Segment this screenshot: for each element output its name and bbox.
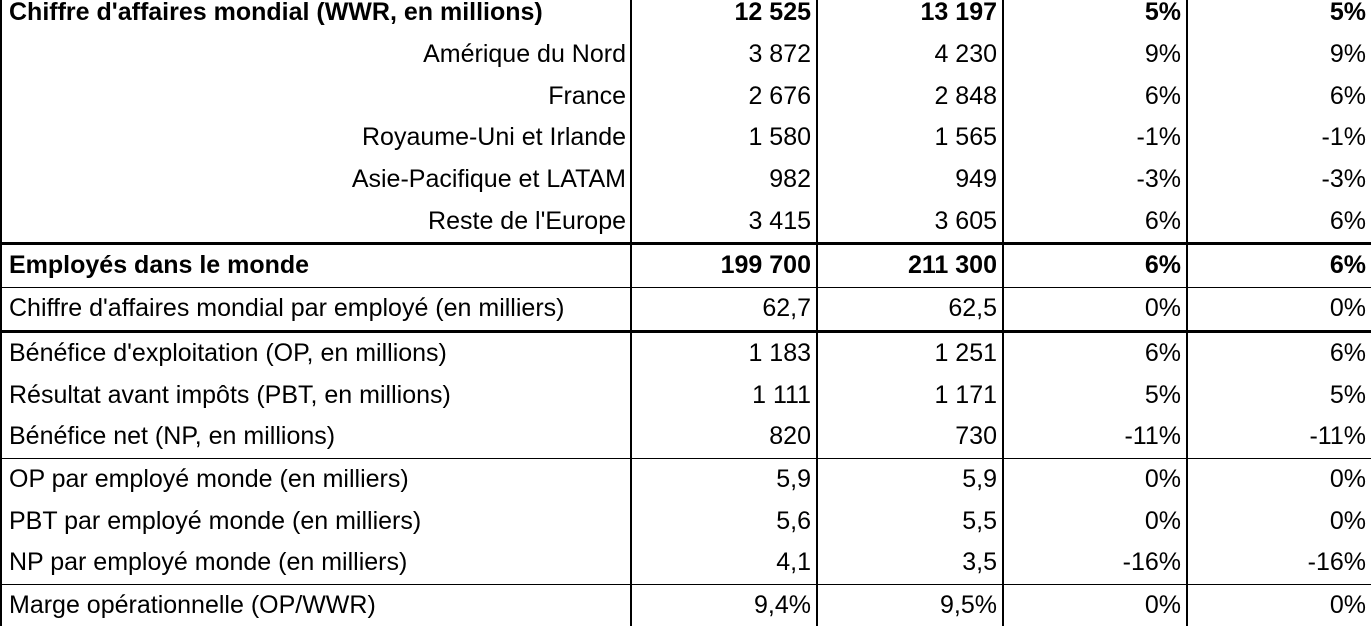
cell-col-4: 6% xyxy=(1187,242,1371,288)
table-row-operating-margin: Marge opérationnelle (OP/WWR) 9,4% 9,5% … xyxy=(0,583,1371,627)
cell-col-2: 5,9 xyxy=(817,457,1004,501)
cell-col-4: 9% xyxy=(1187,33,1371,76)
cell-col-4: 0% xyxy=(1187,583,1371,627)
cell-col-1: 1 111 xyxy=(631,374,818,416)
cell-col-1: 9,4% xyxy=(631,583,818,627)
cell-col-1: 1 580 xyxy=(631,117,818,159)
cell-col-2: 3 605 xyxy=(817,200,1004,244)
table-row-revenue-per-employee: Chiffre d'affaires mondial par employé (… xyxy=(0,286,1371,331)
cell-col-4: -3% xyxy=(1187,158,1371,201)
cell-col-4: -11% xyxy=(1187,415,1371,459)
row-label: NP par employé monde (en milliers) xyxy=(0,541,632,585)
row-label: Marge opérationnelle (OP/WWR) xyxy=(0,583,632,627)
cell-col-3: -3% xyxy=(1003,158,1188,201)
cell-col-3: 6% xyxy=(1003,242,1188,288)
cell-col-1: 5,6 xyxy=(631,500,818,542)
cell-col-1: 2 676 xyxy=(631,75,818,118)
table-row-profit-before-tax: Résultat avant impôts (PBT, en millions)… xyxy=(0,374,1371,416)
cell-col-2: 2 848 xyxy=(817,75,1004,118)
table-row-net-profit: Bénéfice net (NP, en millions) 820 730 -… xyxy=(0,415,1371,459)
cell-col-1: 982 xyxy=(631,158,818,201)
cell-col-1: 3 415 xyxy=(631,200,818,244)
row-label: Chiffre d'affaires mondial par employé (… xyxy=(0,286,632,331)
cell-col-1: 62,7 xyxy=(631,286,818,331)
cell-col-2: 62,5 xyxy=(817,286,1004,331)
row-label: OP par employé monde (en milliers) xyxy=(0,457,632,501)
row-label: PBT par employé monde (en milliers) xyxy=(0,500,632,542)
cell-col-4: -16% xyxy=(1187,541,1371,585)
cell-col-2: 730 xyxy=(817,415,1004,459)
row-label: France xyxy=(0,75,632,118)
cell-col-4: 6% xyxy=(1187,200,1371,244)
row-label: Asie-Pacifique et LATAM xyxy=(0,158,632,201)
cell-col-2: 3,5 xyxy=(817,541,1004,585)
table-row-np-per-employee: NP par employé monde (en milliers) 4,1 3… xyxy=(0,541,1371,585)
cell-col-3: 0% xyxy=(1003,457,1188,501)
table-row-employees: Employés dans le monde 199 700 211 300 6… xyxy=(0,242,1371,288)
table-row-uk-ireland: Royaume-Uni et Irlande 1 580 1 565 -1% -… xyxy=(0,117,1371,159)
cell-col-2: 949 xyxy=(817,158,1004,201)
row-label: Employés dans le monde xyxy=(0,242,632,288)
table-row-apac-latam: Asie-Pacifique et LATAM 982 949 -3% -3% xyxy=(0,158,1371,201)
row-label: Amérique du Nord xyxy=(0,33,632,76)
cell-col-2: 5,5 xyxy=(817,500,1004,542)
table-row-op-per-employee: OP par employé monde (en milliers) 5,9 5… xyxy=(0,457,1371,501)
table-row-operating-profit: Bénéfice d'exploitation (OP, en millions… xyxy=(0,329,1371,375)
table-row-worldwide-revenue: Chiffre d'affaires mondial (WWR, en mill… xyxy=(0,0,1371,34)
cell-col-4: 6% xyxy=(1187,75,1371,118)
cell-col-1: 1 183 xyxy=(631,329,818,375)
row-label: Bénéfice net (NP, en millions) xyxy=(0,415,632,459)
cell-col-4: 0% xyxy=(1187,286,1371,331)
cell-col-2: 13 197 xyxy=(817,0,1004,34)
table-row-pbt-per-employee: PBT par employé monde (en milliers) 5,6 … xyxy=(0,500,1371,542)
cell-col-3: 0% xyxy=(1003,286,1188,331)
cell-col-4: -1% xyxy=(1187,117,1371,159)
cell-col-1: 820 xyxy=(631,415,818,459)
cell-col-2: 1 565 xyxy=(817,117,1004,159)
cell-col-3: 0% xyxy=(1003,500,1188,542)
table-row-rest-of-europe: Reste de l'Europe 3 415 3 605 6% 6% xyxy=(0,200,1371,244)
cell-col-1: 3 872 xyxy=(631,33,818,76)
row-label: Royaume-Uni et Irlande xyxy=(0,117,632,159)
cell-col-1: 199 700 xyxy=(631,242,818,288)
table-row-france: France 2 676 2 848 6% 6% xyxy=(0,75,1371,118)
cell-col-4: 6% xyxy=(1187,329,1371,375)
table-row-north-america: Amérique du Nord 3 872 4 230 9% 9% xyxy=(0,33,1371,76)
cell-col-3: -1% xyxy=(1003,117,1188,159)
cell-col-2: 211 300 xyxy=(817,242,1004,288)
cell-col-2: 1 171 xyxy=(817,374,1004,416)
cell-col-4: 0% xyxy=(1187,500,1371,542)
cell-col-3: 6% xyxy=(1003,200,1188,244)
cell-col-4: 5% xyxy=(1187,374,1371,416)
cell-col-4: 0% xyxy=(1187,457,1371,501)
cell-col-4: 5% xyxy=(1187,0,1371,34)
row-label: Reste de l'Europe xyxy=(0,200,632,244)
cell-col-3: 6% xyxy=(1003,329,1188,375)
row-label: Bénéfice d'exploitation (OP, en millions… xyxy=(0,329,632,375)
cell-col-3: 5% xyxy=(1003,374,1188,416)
cell-col-1: 12 525 xyxy=(631,0,818,34)
row-label: Chiffre d'affaires mondial (WWR, en mill… xyxy=(0,0,632,34)
cell-col-2: 1 251 xyxy=(817,329,1004,375)
cell-col-3: 9% xyxy=(1003,33,1188,76)
row-label: Résultat avant impôts (PBT, en millions) xyxy=(0,374,632,416)
cell-col-2: 9,5% xyxy=(817,583,1004,627)
cell-col-3: 0% xyxy=(1003,583,1188,627)
cell-col-1: 5,9 xyxy=(631,457,818,501)
cell-col-3: -16% xyxy=(1003,541,1188,585)
cell-col-3: -11% xyxy=(1003,415,1188,459)
cell-col-3: 5% xyxy=(1003,0,1188,34)
cell-col-3: 6% xyxy=(1003,75,1188,118)
cell-col-1: 4,1 xyxy=(631,541,818,585)
cell-col-2: 4 230 xyxy=(817,33,1004,76)
